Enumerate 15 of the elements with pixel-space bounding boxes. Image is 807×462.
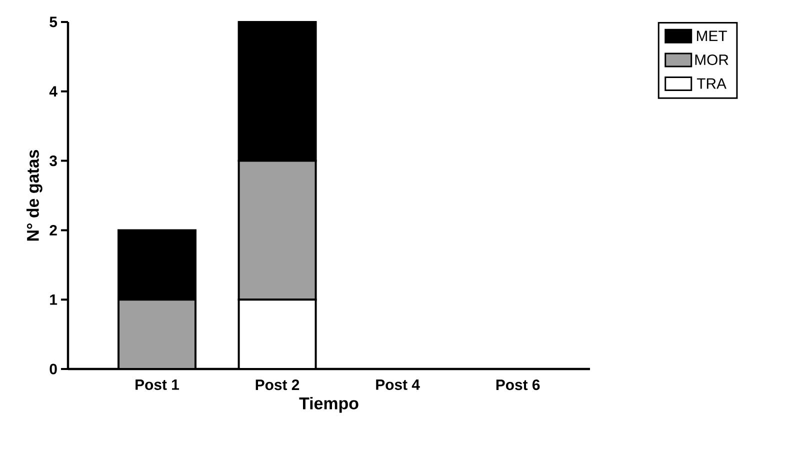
x-tick-label: Post 1 [136, 380, 179, 390]
y-tick-label: 3 [50, 155, 57, 166]
legend-label: MET [696, 30, 727, 42]
y-tick-label: 1 [50, 294, 58, 305]
x-tick-label: Post 4 [376, 380, 420, 390]
y-tick-label: 2 [50, 224, 57, 236]
y-tick-label: 5 [50, 16, 58, 28]
y-tick-label: 4 [49, 86, 58, 97]
x-tick-label: Post 2 [256, 380, 300, 390]
x-axis-title: Tiempo [299, 396, 358, 413]
x-tick-label: Post 6 [496, 380, 540, 390]
legend-label: MOR [695, 54, 728, 66]
legend-label: TRA [696, 78, 726, 89]
y-axis-title: N° de gatas [26, 150, 42, 241]
y-tick-label: 0 [50, 364, 57, 374]
